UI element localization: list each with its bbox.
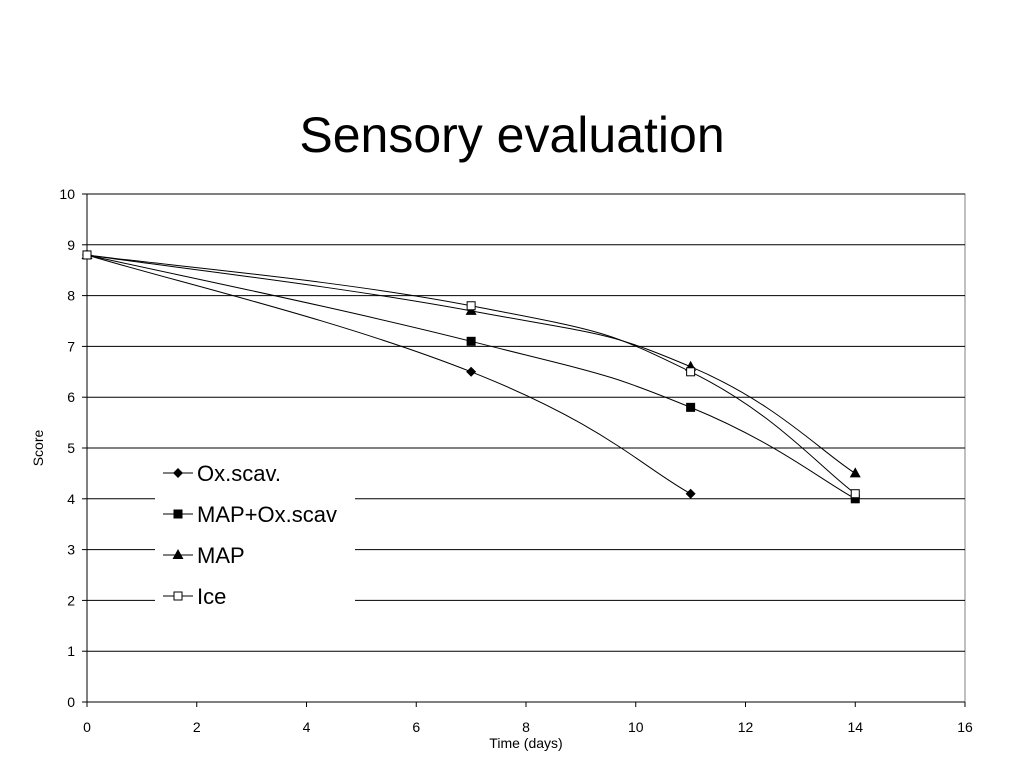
x-tick-label: 8 — [522, 719, 530, 735]
data-point — [850, 489, 860, 499]
data-point — [466, 301, 476, 311]
data-point — [849, 467, 861, 478]
y-tick-label: 6 — [67, 389, 75, 405]
y-axis-label: Score — [30, 430, 46, 467]
data-point — [685, 488, 696, 499]
y-tick-label: 7 — [67, 338, 75, 354]
x-tick-label: 6 — [412, 719, 420, 735]
series-line — [86, 254, 856, 495]
y-tick-label: 2 — [67, 592, 75, 608]
series-line — [86, 254, 691, 495]
y-tick-label: 8 — [67, 288, 75, 304]
y-tick-label: 0 — [67, 694, 75, 710]
data-point — [82, 250, 92, 260]
series-markers — [81, 248, 861, 504]
slide-title: Sensory evaluation — [299, 107, 725, 163]
legend-marker — [173, 509, 183, 519]
legend-marker — [173, 591, 183, 601]
y-tick-label: 9 — [67, 237, 75, 253]
y-tick-label: 4 — [67, 491, 75, 507]
data-point — [850, 494, 860, 504]
y-tick-label: 1 — [67, 643, 75, 659]
data-point — [686, 402, 696, 412]
y-tick-label: 5 — [67, 440, 75, 456]
y-tick-label: 10 — [59, 186, 75, 202]
series-lines — [86, 254, 856, 500]
series-line — [86, 254, 856, 500]
legend-box — [155, 455, 355, 621]
gridlines — [87, 193, 965, 652]
y-tick-label: 3 — [67, 542, 75, 558]
legend: Ox.scav. MAP+Ox.scav MAP Ice — [155, 455, 355, 621]
legend-label: Ice — [197, 584, 226, 609]
legend-label: Ox.scav. — [197, 461, 281, 486]
series-line — [86, 254, 856, 474]
x-axis-label: Time (days) — [489, 735, 562, 751]
x-tick-label: 14 — [847, 719, 863, 735]
x-tick-label: 12 — [738, 719, 754, 735]
data-point — [466, 336, 476, 346]
data-point — [686, 367, 696, 377]
x-tick-label: 2 — [193, 719, 201, 735]
x-tick-label: 0 — [83, 719, 91, 735]
legend-marker — [172, 549, 184, 559]
legend-marker — [173, 468, 183, 478]
legend-label: MAP — [197, 543, 245, 568]
x-tick-label: 16 — [957, 719, 973, 735]
x-tick-label: 4 — [303, 719, 311, 735]
legend-label: MAP+Ox.scav — [197, 502, 337, 527]
x-tick-label: 10 — [628, 719, 644, 735]
data-point — [466, 366, 477, 377]
